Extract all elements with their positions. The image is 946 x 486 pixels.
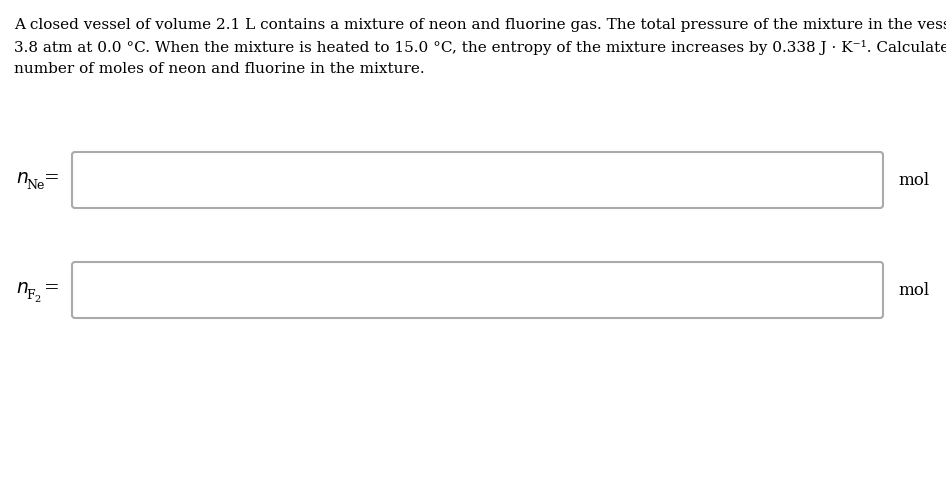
Text: F: F	[26, 289, 35, 301]
Text: =: =	[44, 279, 60, 297]
Text: number of moles of neon and fluorine in the mixture.: number of moles of neon and fluorine in …	[14, 62, 425, 76]
Text: 2: 2	[34, 295, 41, 303]
Text: mol: mol	[898, 281, 929, 298]
Text: $n$: $n$	[16, 279, 28, 297]
Text: A closed vessel of volume 2.1 L contains a mixture of neon and fluorine gas. The: A closed vessel of volume 2.1 L contains…	[14, 18, 946, 32]
FancyBboxPatch shape	[72, 262, 883, 318]
Text: Ne: Ne	[26, 178, 44, 191]
Text: =: =	[44, 169, 60, 187]
Text: 3.8 atm at 0.0 °C. When the mixture is heated to 15.0 °C, the entropy of the mix: 3.8 atm at 0.0 °C. When the mixture is h…	[14, 40, 946, 55]
Text: mol: mol	[898, 172, 929, 189]
Text: $n$: $n$	[16, 169, 28, 187]
FancyBboxPatch shape	[72, 152, 883, 208]
